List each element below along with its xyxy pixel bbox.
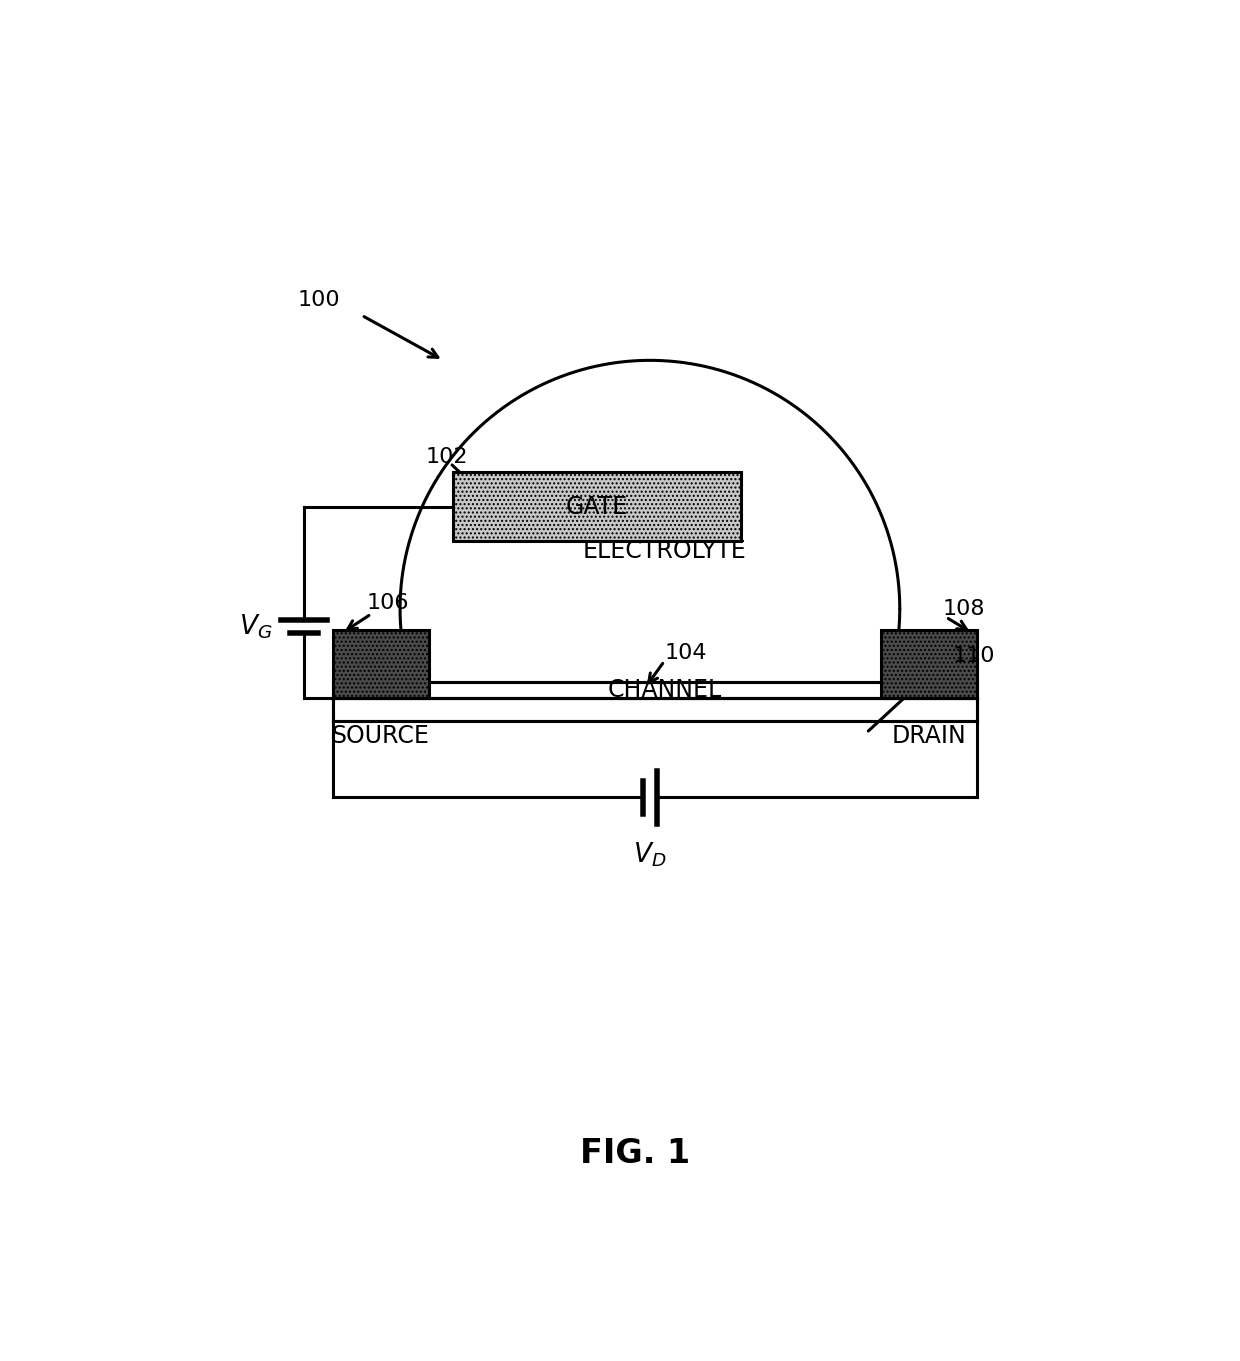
Text: $V_G$: $V_G$ <box>239 612 273 641</box>
Text: SOURCE: SOURCE <box>332 724 430 749</box>
Bar <box>880 630 977 698</box>
Bar <box>332 698 977 721</box>
Text: $V_D$: $V_D$ <box>634 841 667 870</box>
Bar <box>332 630 429 698</box>
Text: 108: 108 <box>942 599 986 619</box>
Text: 104: 104 <box>665 642 707 663</box>
Text: CHANNEL: CHANNEL <box>608 678 722 702</box>
Text: GATE: GATE <box>565 494 629 519</box>
Text: 110: 110 <box>952 646 996 666</box>
Bar <box>332 682 977 698</box>
Text: ELECTROLYTE: ELECTROLYTE <box>583 539 746 563</box>
Text: DRAIN: DRAIN <box>892 724 966 749</box>
Text: 100: 100 <box>298 290 340 309</box>
Bar <box>453 472 742 540</box>
Text: FIG. 1: FIG. 1 <box>580 1138 691 1170</box>
Text: 106: 106 <box>367 593 409 614</box>
Text: 102: 102 <box>427 446 469 467</box>
